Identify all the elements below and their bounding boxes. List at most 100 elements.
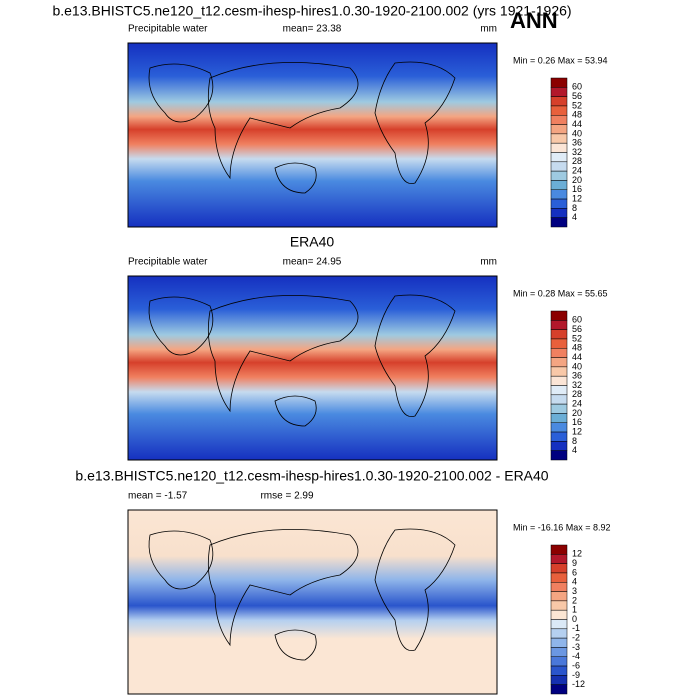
coastline [148,63,214,123]
colorbar-box [550,170,568,181]
colorbar-label: 8 [572,203,577,213]
colorbar-label: 3 [572,586,577,596]
colorbar-box [550,431,568,442]
colorbar-box [550,637,568,648]
colorbar-box [550,124,568,135]
colorbar-label: -9 [572,670,580,680]
colorbar-box [550,413,568,423]
colorbar-label: 28 [572,156,582,166]
colorbar-box [550,180,568,190]
colorbar-box [550,217,568,228]
coastline [148,530,214,590]
units-label: mm [480,24,497,35]
map-panel: Precipitable water mean= 23.38 mm Min = 0.2… [127,24,608,228]
coastline [207,528,359,647]
panels: Precipitable water mean= 23.38 mm Min = 0.2… [75,24,611,695]
colorbar-label: 9 [572,558,577,568]
center-label: mean= 24.95 [283,257,342,268]
left-label: Precipitable water [128,24,208,35]
center-label: rmse = 2.99 [260,491,314,502]
colorbar-label: 4 [572,212,577,222]
colorbar-box [550,105,568,116]
colorbar-label: 16 [572,417,582,427]
colorbar-box [550,403,568,414]
colorbar-label: 44 [572,352,582,362]
colorbar-label: 48 [572,343,582,353]
colorbar-label: 52 [572,333,582,343]
colorbar-box [550,609,568,620]
coastline [374,61,456,185]
colorbar-label: 12 [572,549,582,559]
map-panel: b.e13.BHISTC5.ne120_t12.cesm-ihesp-hires… [75,468,611,695]
colorbar-label: 16 [572,184,582,194]
coastline [274,629,317,661]
colorbar-label: 24 [572,166,582,176]
colorbar-label: 4 [572,445,577,455]
colorbar-box [550,133,568,144]
colorbar-box [550,647,568,657]
colorbar-box [550,628,568,639]
colorbar-label: 8 [572,436,577,446]
colorbar-box [550,684,568,695]
colorbar-label: 12 [572,193,582,203]
colorbar-box [550,572,568,583]
colorbar-label: 44 [572,119,582,129]
colorbar-box [550,142,568,153]
colorbar-label: 1 [572,605,577,615]
colorbar-box [550,375,568,386]
figure-title: b.e13.BHISTC5.ne120_t12.cesm-ihesp-hires… [52,3,571,19]
colorbar-box [550,394,568,405]
left-label: mean = -1.57 [128,491,188,502]
map-field [127,275,498,461]
colorbar-label: -1 [572,623,580,633]
colorbar-label: 32 [572,147,582,157]
colorbar-label: 32 [572,380,582,390]
colorbar-label: 60 [572,82,582,92]
colorbar-box [550,96,568,107]
colorbar-label: 20 [572,175,582,185]
colorbar-box [550,366,568,377]
colorbar-box [550,600,568,611]
colorbar-box [550,320,568,330]
colorbar-box [550,544,568,555]
coastline [207,61,359,180]
colorbar-box [550,385,568,396]
center-label: mean= 23.38 [283,24,342,35]
colorbar-box [550,189,568,200]
minmax-label: Min = 0.28 Max = 55.65 [513,288,608,298]
colorbar-box [550,563,568,574]
colorbar-box [550,152,568,163]
colorbar-label: -2 [572,633,580,643]
colorbar-label: -3 [572,642,580,652]
minmax-label: Min = 0.26 Max = 53.94 [513,55,608,65]
colorbar-label: -4 [572,651,580,661]
colorbar-box [550,441,568,451]
colorbar-box [550,357,568,368]
coastline [274,162,317,194]
colorbar-box [550,198,568,209]
map-field [127,42,498,228]
colorbar-box [550,161,568,172]
colorbar-box [550,656,568,667]
colorbar-label: 40 [572,361,582,371]
colorbar-label: 12 [572,426,582,436]
coastline [374,528,456,652]
colorbar-box [550,329,568,340]
map-panel: ERA40 Precipitable water mean= 24.95 mm Min … [127,234,608,461]
colorbar-label: 56 [572,324,582,334]
colorbar-box [550,208,568,218]
colorbar-box [550,582,568,592]
colorbar-label: 20 [572,408,582,418]
colorbar-box [550,619,568,630]
colorbar-box [550,115,568,125]
colorbar-box [550,422,568,433]
colorbar-label: 56 [572,91,582,101]
colorbar-box [550,348,568,358]
season-label: ANN [510,8,558,33]
map-field [127,509,498,695]
colorbar-box [550,77,568,88]
coastline [148,296,214,356]
colorbar-box [550,338,568,349]
colorbar-label: 6 [572,567,577,577]
